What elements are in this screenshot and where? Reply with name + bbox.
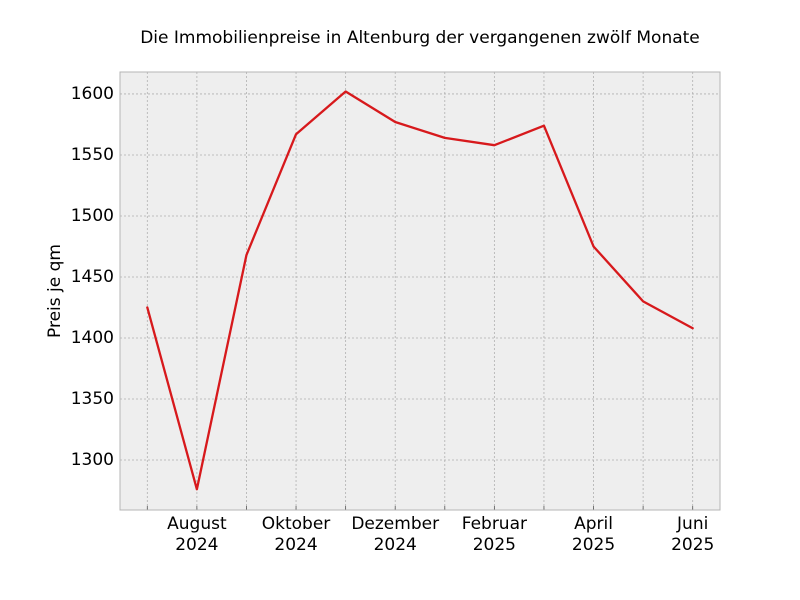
data-point [196, 488, 198, 490]
data-point [642, 300, 644, 302]
y-tick-label: 1400 [71, 328, 114, 348]
x-tick-label-year: 2024 [274, 535, 317, 555]
plot-area [120, 72, 720, 510]
y-tick-label: 1600 [71, 84, 114, 104]
grid-lines [120, 72, 720, 510]
y-tick-label: 1300 [71, 450, 114, 470]
y-tick-label: 1550 [71, 145, 114, 165]
x-tick-label-month: Februar [462, 514, 527, 534]
x-tick-label-month: Dezember [351, 514, 439, 534]
y-tick-label: 1350 [71, 389, 114, 409]
x-tick-labels: August2024Oktober2024Dezember2024Februar… [167, 514, 714, 555]
plot-frame [119, 71, 721, 511]
x-tick-label-month: Oktober [262, 514, 331, 534]
x-tick-label-year: 2025 [473, 535, 516, 555]
x-tick-label-year: 2024 [175, 535, 218, 555]
data-point [295, 133, 297, 135]
x-tick-label-year: 2025 [572, 535, 615, 555]
chart-title: Die Immobilienpreise in Altenburg der ve… [140, 28, 700, 48]
y-tick-labels: 1300 1350 1400 1450 1500 1550 1600 [71, 84, 114, 470]
x-tick-label-month: April [574, 514, 613, 534]
data-point [245, 254, 247, 256]
x-tick-label-month: Juni [676, 514, 708, 534]
data-point [493, 144, 495, 146]
x-tick-marks [146, 506, 694, 510]
y-tick-label: 1450 [71, 267, 114, 287]
data-point [344, 90, 346, 92]
y-axis-label: Preis je qm [45, 244, 65, 338]
x-tick-label-year: 2025 [671, 535, 714, 555]
data-point [444, 137, 446, 139]
series-line [146, 90, 694, 491]
y-tick-label: 1500 [71, 206, 114, 226]
data-point [592, 245, 594, 247]
data-point [394, 121, 396, 123]
data-point [543, 124, 545, 126]
x-tick-label-month: August [167, 514, 227, 534]
series-layer [146, 90, 694, 491]
data-point [692, 327, 694, 329]
data-point [146, 306, 148, 308]
x-tick-label-year: 2024 [374, 535, 417, 555]
